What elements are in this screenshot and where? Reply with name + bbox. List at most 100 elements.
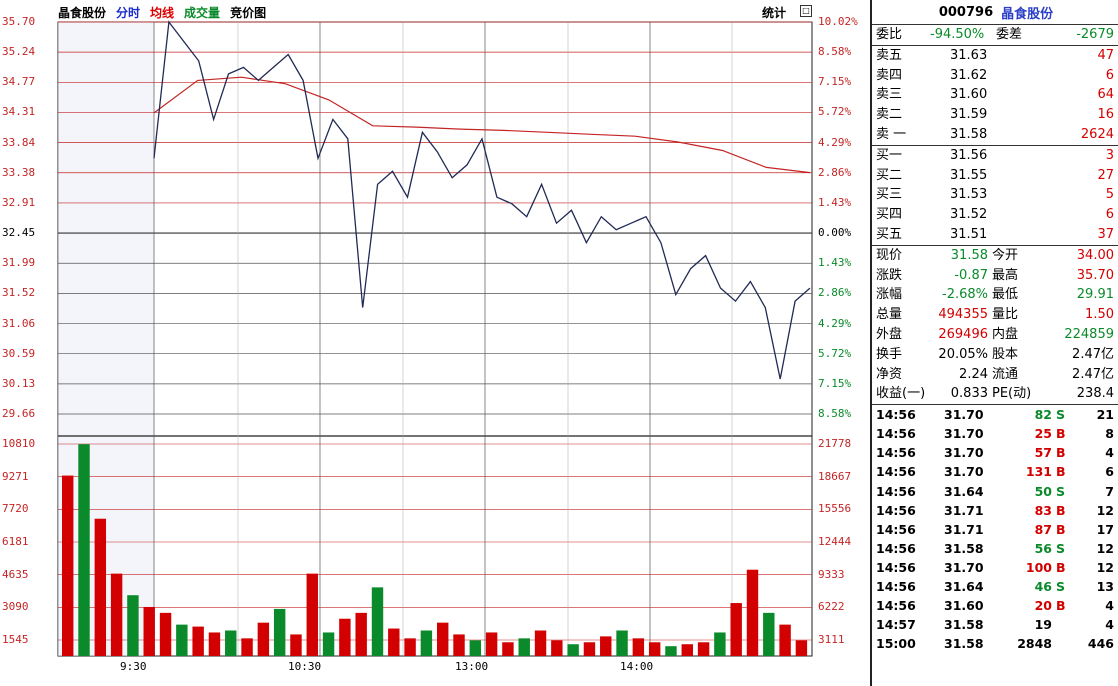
- buy-level-price: 31.52: [950, 207, 988, 223]
- buy-level-label: 买三: [876, 187, 903, 203]
- time-label-1300: 13:00: [455, 660, 489, 673]
- tick-row: 15:00 31.58 2848 446: [872, 634, 1118, 653]
- pct-axis-label: 5.72%: [818, 105, 852, 119]
- stat-row: 换手 20.05% 股本 2.47亿: [872, 345, 1118, 365]
- volume-axis-label: 9271: [2, 469, 29, 483]
- tick-count: 4: [1105, 445, 1114, 461]
- stat-label: 最高: [992, 267, 1019, 283]
- volume-bar: [62, 475, 74, 656]
- volume-axis-label: 7720: [2, 502, 29, 516]
- price-axis-label: 34.31: [2, 105, 36, 119]
- buy-level-row[interactable]: 买三 31.53 5: [872, 185, 1118, 205]
- price-line: [153, 20, 811, 380]
- tick-time: 14:56: [876, 407, 916, 423]
- volume-bar: [502, 642, 514, 656]
- tick-time: 14:56: [876, 464, 916, 480]
- tick-count: 21: [1096, 407, 1114, 423]
- tick-volume: 57: [1034, 445, 1052, 461]
- buy-level-row[interactable]: 买五 31.51 37: [872, 225, 1118, 245]
- buy-level-price: 31.51: [950, 226, 988, 242]
- stat-label: 量比: [992, 307, 1019, 323]
- sell-level-price: 31.62: [950, 67, 988, 83]
- stock-header: 000796 晶食股份: [872, 0, 1118, 25]
- wei-bi-value: -94.50%: [930, 27, 985, 42]
- tick-side: B: [1056, 521, 1066, 537]
- tick-count: 12: [1096, 559, 1114, 575]
- stat-label: 换手: [876, 346, 903, 362]
- price-axis-label: 34.77: [2, 75, 36, 89]
- buy-level-price: 31.53: [950, 187, 988, 203]
- volume-bar: [290, 634, 302, 656]
- tick-count: 7: [1105, 483, 1114, 499]
- pct-axis-label: 7.15%: [818, 75, 852, 89]
- tick-count: 446: [1087, 636, 1114, 652]
- pct-axis-label: 10.02%: [818, 15, 858, 28]
- sell-level-label: 卖四: [876, 67, 903, 83]
- pct-axis-label: 7.15%: [818, 376, 852, 390]
- sell-level-volume: 16: [1097, 107, 1114, 123]
- sell-level-row[interactable]: 卖五 31.63 47: [872, 46, 1118, 66]
- stat-label: 今开: [992, 247, 1019, 263]
- pct-axis-label: 4.29%: [818, 316, 852, 330]
- stat-value: 0.833: [950, 386, 988, 402]
- buy-level-row[interactable]: 买四 31.52 6: [872, 205, 1118, 225]
- tick-price: 31.70: [944, 407, 984, 423]
- volume-axis-label-right: 12444: [818, 535, 852, 548]
- tick-list: 14:56 31.70 82 S 21 14:56 31.70 25 B 8 14:56 31.70 5…: [872, 405, 1118, 653]
- sell-level-row[interactable]: 卖三 31.60 64: [872, 85, 1118, 105]
- tick-volume: 82: [1034, 407, 1052, 423]
- volume-bar: [110, 573, 123, 656]
- window-toggle-icon[interactable]: □: [800, 5, 812, 17]
- volume-bar: [388, 628, 400, 656]
- volume-bar: [681, 644, 693, 656]
- tab-time-share[interactable]: 分时: [116, 6, 141, 20]
- buy-level-label: 买五: [876, 226, 903, 242]
- tick-price: 31.70: [944, 464, 984, 480]
- intraday-chart[interactable]: 晶食股份 分时 均线 成交量 竞价图 统计 □ 35.70 10.02% 35.24…: [0, 0, 870, 686]
- buy-level-label: 买二: [876, 167, 903, 183]
- tick-side: B: [1056, 598, 1066, 614]
- stat-row: 涨幅 -2.68% 最低 29.91: [872, 285, 1118, 305]
- pct-axis-label: 1.43%: [818, 195, 852, 209]
- tick-side: S: [1056, 407, 1066, 423]
- volume-bar: [143, 606, 155, 656]
- tab-auction-chart[interactable]: 竞价图: [230, 6, 267, 20]
- price-axis-label: 31.06: [2, 316, 36, 330]
- price-axis-label: 33.38: [2, 165, 36, 179]
- tick-count: 17: [1096, 521, 1114, 537]
- average-price-line: [153, 76, 811, 174]
- tab-average-line[interactable]: 均线: [150, 6, 175, 20]
- price-axis-label: 31.99: [2, 256, 36, 270]
- tick-count: 6: [1105, 464, 1114, 480]
- buy-level-volume: 5: [1105, 187, 1114, 203]
- stat-value: 20.05%: [938, 346, 988, 362]
- volume-bar: [551, 640, 563, 656]
- volume-bar: [485, 632, 498, 656]
- pct-axis-label: 2.86%: [818, 165, 852, 179]
- pct-axis-label: 2.86%: [818, 286, 852, 300]
- volume-bar: [697, 642, 710, 656]
- price-axis-label: 32.91: [2, 195, 36, 209]
- sell-level-price: 31.58: [950, 126, 988, 142]
- volume-bar: [714, 632, 726, 656]
- sell-level-row[interactable]: 卖 一 31.58 2624: [872, 125, 1118, 145]
- sell-level-row[interactable]: 卖四 31.62 6: [872, 66, 1118, 86]
- buy-level-row[interactable]: 买一 31.56 3: [872, 146, 1118, 166]
- price-axis-label: 32.45: [2, 226, 36, 240]
- volume-bar: [257, 622, 270, 656]
- tick-row: 14:56 31.70 100 B 12: [872, 558, 1118, 577]
- buy-level-row[interactable]: 买二 31.55 27: [872, 166, 1118, 186]
- volume-bar: [779, 624, 791, 656]
- sell-level-volume: 6: [1105, 67, 1114, 83]
- tick-side: S: [1056, 483, 1066, 499]
- tab-volume[interactable]: 成交量: [184, 6, 221, 20]
- tick-price: 31.58: [944, 636, 984, 652]
- tick-price: 31.60: [944, 598, 984, 614]
- sell-level-row[interactable]: 卖二 31.59 16: [872, 105, 1118, 125]
- sell-level-label: 卖五: [876, 47, 903, 63]
- tick-volume: 87: [1034, 521, 1052, 537]
- wei-bi-label: 委比: [876, 27, 903, 42]
- tick-count: 4: [1105, 598, 1114, 614]
- stat-label: 流通: [992, 366, 1019, 382]
- stats-button[interactable]: 统计: [762, 6, 787, 20]
